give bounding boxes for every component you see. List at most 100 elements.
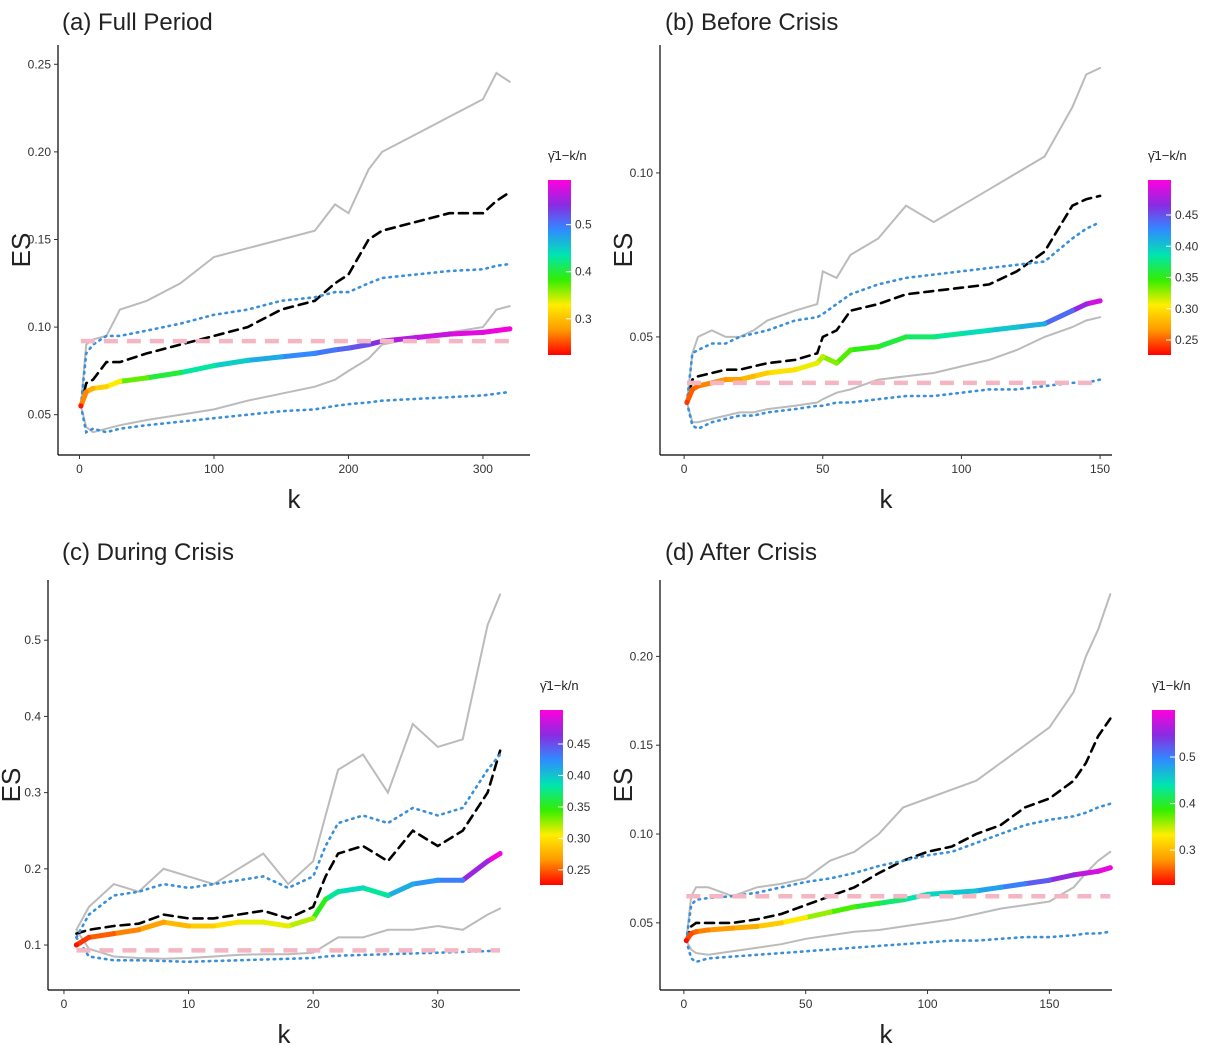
colored-segment xyxy=(161,919,192,929)
colored-segment xyxy=(827,904,857,915)
series-line xyxy=(75,753,502,939)
colored-segment xyxy=(1069,301,1089,314)
colored-point xyxy=(278,354,284,360)
colored-point xyxy=(210,923,216,929)
colored-segment xyxy=(1022,877,1052,887)
colored-segment xyxy=(111,927,142,937)
colored-point xyxy=(312,350,318,356)
colored-point xyxy=(973,888,979,894)
y-tick-label: 0.10 xyxy=(630,827,654,841)
colored-segment xyxy=(848,344,881,353)
colored-point xyxy=(820,354,826,360)
colored-point xyxy=(998,884,1004,890)
series-line xyxy=(79,390,512,435)
x-tick-label: 0 xyxy=(61,997,68,1011)
colored-point xyxy=(1042,321,1048,327)
series-line xyxy=(685,316,1102,424)
y-tick-label: 0.20 xyxy=(630,649,654,663)
panel-title: (b) Before Crisis xyxy=(665,9,838,36)
colorbar-tick-label: 0.4 xyxy=(575,265,592,279)
colored-segment xyxy=(446,329,486,337)
colored-segment xyxy=(778,915,809,926)
colored-point xyxy=(211,363,217,369)
colorbar-tick-label: 0.45 xyxy=(1175,208,1199,222)
colored-segment xyxy=(78,389,89,409)
colored-point xyxy=(903,334,909,340)
series-line xyxy=(79,305,511,434)
colored-segment xyxy=(177,363,217,376)
colored-point xyxy=(754,923,760,929)
colored-point xyxy=(1097,298,1103,304)
colored-point xyxy=(1107,865,1113,871)
y-axis-label: ES xyxy=(6,233,36,268)
colored-segment xyxy=(278,350,318,360)
colored-point xyxy=(705,927,711,933)
colored-point xyxy=(851,904,857,910)
colored-point xyxy=(485,858,491,864)
colored-point xyxy=(493,328,499,334)
colored-point xyxy=(931,334,937,340)
colored-point xyxy=(507,326,513,332)
colorbar-tick-label: 0.25 xyxy=(1175,333,1199,347)
colored-point xyxy=(1095,868,1101,874)
y-axis-label: ES xyxy=(608,768,638,803)
colored-point xyxy=(949,890,955,896)
colored-point xyxy=(177,370,183,376)
colored-segment xyxy=(998,881,1028,890)
x-tick-label: 100 xyxy=(951,462,971,476)
y-axis-label: ES xyxy=(608,233,638,268)
colored-segment xyxy=(792,360,820,373)
colorbar xyxy=(540,710,563,885)
colored-segment xyxy=(335,885,366,895)
y-tick-label: 0.15 xyxy=(630,738,654,752)
x-tick-label: 0 xyxy=(681,997,688,1011)
colored-point xyxy=(764,370,770,376)
series-line xyxy=(75,907,502,960)
colorbar-tick-label: 0.30 xyxy=(1175,302,1199,316)
colored-point xyxy=(480,329,486,335)
colored-point xyxy=(103,384,109,390)
panel-title: (c) During Crisis xyxy=(62,539,234,566)
colorbar-tick-label: 0.3 xyxy=(1179,843,1196,857)
colored-segment xyxy=(986,324,1020,333)
x-tick-label: 150 xyxy=(1090,462,1110,476)
colored-point xyxy=(848,347,854,353)
colored-segment xyxy=(705,925,736,933)
colored-segment xyxy=(210,919,241,929)
series-line xyxy=(79,190,512,408)
series-line xyxy=(685,67,1102,404)
y-tick-label: 0.4 xyxy=(24,709,41,723)
y-tick-label: 0.05 xyxy=(630,330,654,344)
y-tick-label: 0.5 xyxy=(24,633,41,647)
series-line xyxy=(685,593,1112,942)
x-tick-label: 20 xyxy=(306,997,320,1011)
panel-title: (a) Full Period xyxy=(62,9,213,36)
colored-point xyxy=(435,877,441,883)
colorbar-tick-label: 0.25 xyxy=(567,863,591,877)
series-line xyxy=(79,71,511,407)
series-line xyxy=(75,593,502,931)
colorbar-tick-label: 0.40 xyxy=(567,768,591,782)
series-line xyxy=(685,717,1112,942)
x-tick-label: 0 xyxy=(76,462,83,476)
colored-point xyxy=(78,403,84,409)
colored-point xyxy=(245,357,251,363)
colored-point xyxy=(497,851,503,857)
colored-segment xyxy=(949,888,979,896)
colored-segment xyxy=(931,331,964,340)
colored-segment xyxy=(285,915,316,929)
colored-point xyxy=(689,386,695,392)
series-line xyxy=(685,194,1102,404)
colored-point xyxy=(778,920,784,926)
x-tick-label: 200 xyxy=(338,462,358,476)
y-tick-label: 0.2 xyxy=(24,862,41,876)
colored-point xyxy=(900,897,906,903)
colored-point xyxy=(235,919,241,925)
x-tick-label: 50 xyxy=(799,997,813,1011)
colored-segment xyxy=(460,858,491,883)
colored-point xyxy=(750,373,756,379)
colorbar-title: γ̄1−k/n xyxy=(548,148,587,163)
colored-segment xyxy=(1046,872,1077,883)
series-line xyxy=(685,850,1112,956)
colored-point xyxy=(161,919,167,925)
